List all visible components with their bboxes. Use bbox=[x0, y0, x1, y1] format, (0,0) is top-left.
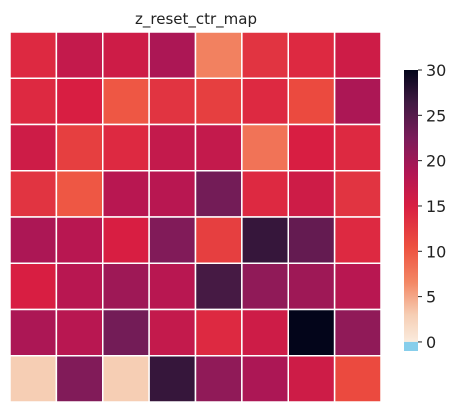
heatmap-cell-r5-c4 bbox=[194, 262, 243, 311]
heatmap-cell-r3-c1 bbox=[55, 170, 104, 218]
colorbar-tick-20: 20 bbox=[426, 152, 446, 171]
heatmap-cell-r2-c4 bbox=[194, 123, 243, 172]
colorbar-tick-5: 5 bbox=[426, 288, 436, 307]
heatmap-cell-r3-c6 bbox=[287, 170, 336, 218]
heatmap-cell-r0-c0 bbox=[9, 31, 58, 79]
heatmap-cells bbox=[9, 31, 382, 403]
heatmap-cell-r6-c6 bbox=[287, 308, 336, 357]
heatmap-cell-r4-c3 bbox=[148, 216, 197, 264]
heatmap-cell-r6-c7 bbox=[333, 308, 382, 357]
heatmap-cell-r0-c5 bbox=[241, 31, 289, 79]
heatmap-cell-r7-c0 bbox=[9, 355, 58, 403]
heatmap-cell-r1-c4 bbox=[194, 77, 243, 126]
heatmap-cell-r6-c0 bbox=[9, 308, 58, 357]
heatmap-cell-r3-c2 bbox=[102, 170, 150, 218]
colorbar-tick-25: 25 bbox=[426, 106, 446, 125]
colorbar-tick-0: 0 bbox=[426, 333, 436, 352]
heatmap-cell-r4-c7 bbox=[333, 216, 382, 264]
heatmap-cell-r1-c0 bbox=[9, 77, 58, 126]
heatmap-cell-r5-c1 bbox=[55, 262, 104, 311]
heatmap-cell-r6-c5 bbox=[241, 308, 289, 357]
heatmap-cell-r5-c7 bbox=[333, 262, 382, 311]
heatmap-cell-r5-c0 bbox=[9, 262, 58, 311]
heatmap-cell-r3-c3 bbox=[148, 170, 197, 218]
heatmap-cell-r1-c6 bbox=[287, 77, 336, 126]
heatmap-cell-r7-c6 bbox=[287, 355, 336, 403]
heatmap-cell-r1-c5 bbox=[241, 77, 289, 126]
colorbar-tick-10: 10 bbox=[426, 242, 446, 261]
colorbar-tick-15: 15 bbox=[426, 197, 446, 216]
heatmap-cell-r5-c3 bbox=[148, 262, 197, 311]
heatmap-cell-r7-c7 bbox=[333, 355, 382, 403]
heatmap-cell-r3-c4 bbox=[194, 170, 243, 218]
heatmap-cell-r6-c1 bbox=[55, 308, 104, 357]
heatmap-cell-r2-c0 bbox=[9, 123, 58, 172]
heatmap-cell-r6-c2 bbox=[102, 308, 150, 357]
heatmap-cell-r0-c2 bbox=[102, 31, 150, 79]
heatmap-cell-r2-c5 bbox=[241, 123, 289, 172]
heatmap-cell-r4-c6 bbox=[287, 216, 336, 264]
heatmap-cell-r1-c2 bbox=[102, 77, 150, 126]
heatmap-cell-r0-c4 bbox=[194, 31, 243, 79]
colorbar-under-segment bbox=[404, 341, 418, 351]
heatmap-cell-r1-c7 bbox=[333, 77, 382, 126]
heatmap-cell-r4-c5 bbox=[241, 216, 289, 264]
colorbar-tick-30: 30 bbox=[426, 61, 446, 80]
heatmap-cell-r5-c5 bbox=[241, 262, 289, 311]
heatmap-cell-r2-c1 bbox=[55, 123, 104, 172]
heatmap-cell-r0-c3 bbox=[148, 31, 197, 79]
heatmap-cell-r0-c6 bbox=[287, 31, 336, 79]
heatmap-cell-r2-c3 bbox=[148, 123, 197, 172]
heatmap-cell-r3-c5 bbox=[241, 170, 289, 218]
colorbar-gradient bbox=[404, 70, 418, 342]
heatmap-cell-r3-c0 bbox=[9, 170, 58, 218]
heatmap-cell-r4-c2 bbox=[102, 216, 150, 264]
heatmap-cell-r0-c1 bbox=[55, 31, 104, 79]
heatmap-cell-r6-c3 bbox=[148, 308, 197, 357]
heatmap-cell-r7-c3 bbox=[148, 355, 197, 403]
heatmap-cell-r3-c7 bbox=[333, 170, 382, 218]
heatmap-cell-r4-c1 bbox=[55, 216, 104, 264]
heatmap-cell-r5-c6 bbox=[287, 262, 336, 311]
colorbar: 0 5 10 15 20 25 30 bbox=[404, 61, 446, 352]
heatmap-cell-r4-c0 bbox=[9, 216, 58, 264]
heatmap-cell-r2-c7 bbox=[333, 123, 382, 172]
heatmap-cell-r2-c6 bbox=[287, 123, 336, 172]
heatmap-cell-r7-c2 bbox=[102, 355, 150, 403]
heatmap-cell-r7-c5 bbox=[241, 355, 289, 403]
heatmap-cell-r4-c4 bbox=[194, 216, 243, 264]
heatmap-cell-r6-c4 bbox=[194, 308, 243, 357]
heatmap-cell-r7-c1 bbox=[55, 355, 104, 403]
heatmap-cell-r1-c1 bbox=[55, 77, 104, 126]
heatmap-cell-r5-c2 bbox=[102, 262, 150, 311]
chart-title: z_reset_ctr_map bbox=[135, 10, 257, 29]
heatmap-cell-r7-c4 bbox=[194, 355, 243, 403]
heatmap-cell-r2-c2 bbox=[102, 123, 150, 172]
heatmap-cell-r1-c3 bbox=[148, 77, 197, 126]
heatmap-cell-r0-c7 bbox=[333, 31, 382, 79]
